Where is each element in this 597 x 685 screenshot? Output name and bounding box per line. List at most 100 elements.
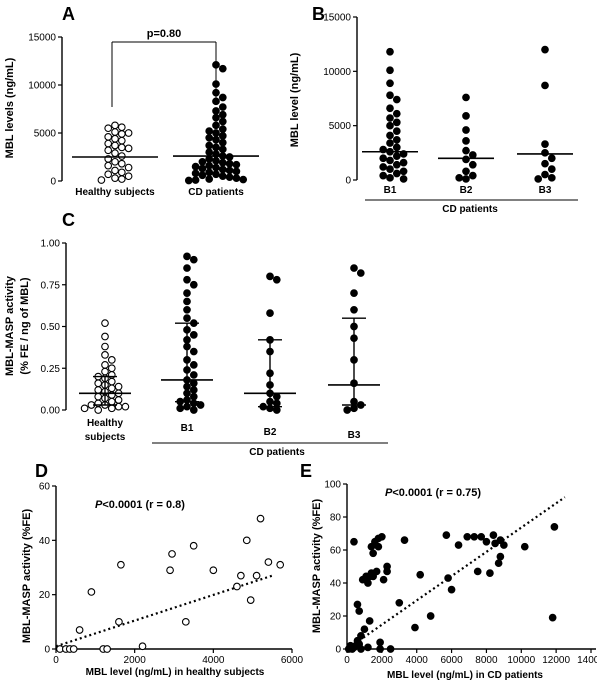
panel-d-point	[209, 566, 218, 575]
panel-e-point	[369, 549, 377, 558]
panel-e-point	[379, 575, 388, 584]
panel-e-point	[386, 645, 395, 653]
panel-a-point	[225, 166, 234, 175]
panel-e-annotation-stat: <0.0001 (r = 0.75)	[392, 487, 481, 499]
panel-e-point	[473, 567, 482, 576]
panel-a-point	[198, 157, 207, 166]
panel-d-point	[87, 588, 96, 596]
panel-d-ticks: 0 20 40 60 0 2000 4000 6000	[39, 482, 304, 667]
panel-e-point	[378, 532, 386, 541]
panel-a-point	[225, 173, 234, 182]
panel-e-point	[372, 567, 381, 576]
panel-a-point	[117, 159, 126, 168]
panel-e-point	[550, 523, 559, 531]
panel-e-ytick-label: 20	[330, 612, 342, 623]
panel-c-point	[101, 351, 109, 359]
panel-a-point	[191, 176, 200, 184]
panel-a-point	[212, 113, 220, 122]
panel-b-point	[462, 93, 470, 102]
panel-a-point	[111, 166, 119, 175]
panel-b-point	[468, 171, 477, 180]
panel-c-point	[266, 272, 274, 281]
panel-c-point	[183, 264, 191, 272]
panel-a-point	[232, 167, 241, 176]
panel-a-y-ticks: 0 5000 10000 15000	[28, 33, 62, 188]
panel-c-point	[183, 402, 191, 411]
panel-a-point	[218, 138, 227, 147]
panel-c-point	[183, 305, 191, 314]
panel-c-point	[189, 331, 198, 339]
panel-a-point	[212, 80, 220, 88]
panel-c-point	[101, 319, 109, 328]
panel-e-point	[411, 623, 419, 632]
panel-a-point	[198, 171, 207, 180]
panel-e-point	[357, 645, 365, 653]
panel-d-point	[103, 645, 111, 653]
panel-b-point	[392, 160, 401, 169]
panel-d-point	[115, 617, 123, 626]
panel-b-point	[392, 143, 401, 152]
panel-a-ytick-label: 10000	[28, 81, 56, 92]
panel-a-point	[198, 164, 207, 173]
panel-c-cat-healthy-1: Healthy	[87, 418, 124, 429]
panel-a-point	[212, 156, 220, 165]
panel-b-ytick-label: 0	[345, 176, 351, 187]
panel-b-point	[386, 47, 394, 56]
panel-d-point	[256, 514, 265, 523]
panel-c-point	[350, 404, 358, 413]
panel-b-point	[392, 152, 401, 160]
panel-c-point	[107, 404, 116, 413]
panel-a-point	[212, 60, 220, 69]
panel-a-point	[218, 158, 227, 167]
panel-e-point	[365, 617, 374, 625]
panel-b-point	[386, 104, 394, 113]
panel-e-point	[353, 600, 362, 609]
panel-a-point	[117, 123, 126, 132]
panel-b-point	[392, 127, 401, 135]
panel-a-points	[72, 60, 259, 185]
panel-c-cat-b1: B1	[181, 423, 194, 434]
panel-b-point	[541, 148, 549, 157]
panel-c-point	[189, 392, 198, 401]
panel-e-point	[395, 598, 404, 607]
panel-b-point	[386, 114, 394, 122]
panel-e-point	[383, 567, 391, 576]
panel-e-point	[477, 532, 486, 541]
panel-a-point	[218, 145, 227, 154]
panel-b-point	[386, 165, 394, 173]
panel-e-point	[357, 631, 365, 640]
panel-a-point	[205, 161, 214, 170]
panel-d-point	[246, 596, 255, 604]
panel-c-point	[343, 406, 352, 414]
panel-a-point	[212, 170, 220, 179]
panel-d-ytick-label: 40	[39, 536, 51, 547]
panel-a-point	[218, 110, 227, 119]
panel-d-xlabel: MBL level (ng/mL) in healthy subjects	[86, 667, 265, 678]
panel-c-ylabel-units: (% FE / ng of MBL)	[19, 277, 31, 374]
panel-a-point	[184, 176, 193, 185]
panel-e-point	[376, 645, 384, 653]
panel-a-point	[218, 93, 227, 102]
panel-a-point	[104, 146, 113, 155]
panel-c-point	[183, 297, 191, 306]
panel-c: C MBL-MASP activity (% FE / ng of MBL) 0…	[4, 210, 388, 458]
panel-c-point	[272, 392, 281, 401]
panel-a-point	[212, 121, 220, 130]
panel-c-point	[266, 309, 274, 317]
panel-c-xlabel: CD patients	[249, 447, 305, 458]
panel-d-point	[75, 626, 84, 634]
panel-a-point	[212, 143, 220, 152]
panel-a-point	[104, 139, 113, 148]
panel-e-ytick-label: 40	[330, 579, 342, 590]
panel-a-point	[104, 132, 113, 141]
panel-d-xtick-label: 0	[53, 655, 59, 666]
panel-b-point	[392, 118, 401, 127]
panel-b-point	[399, 158, 408, 167]
panel-b-point	[399, 167, 408, 176]
panel-b-point	[392, 169, 401, 178]
panel-e-point	[463, 532, 472, 541]
panel-b: B MBL level (ng/mL) 0 5000 10000 15000 B1 B…	[289, 4, 578, 215]
panel-b-points	[362, 45, 573, 183]
panel-d-point	[181, 617, 190, 626]
panel-c-point	[272, 399, 281, 408]
